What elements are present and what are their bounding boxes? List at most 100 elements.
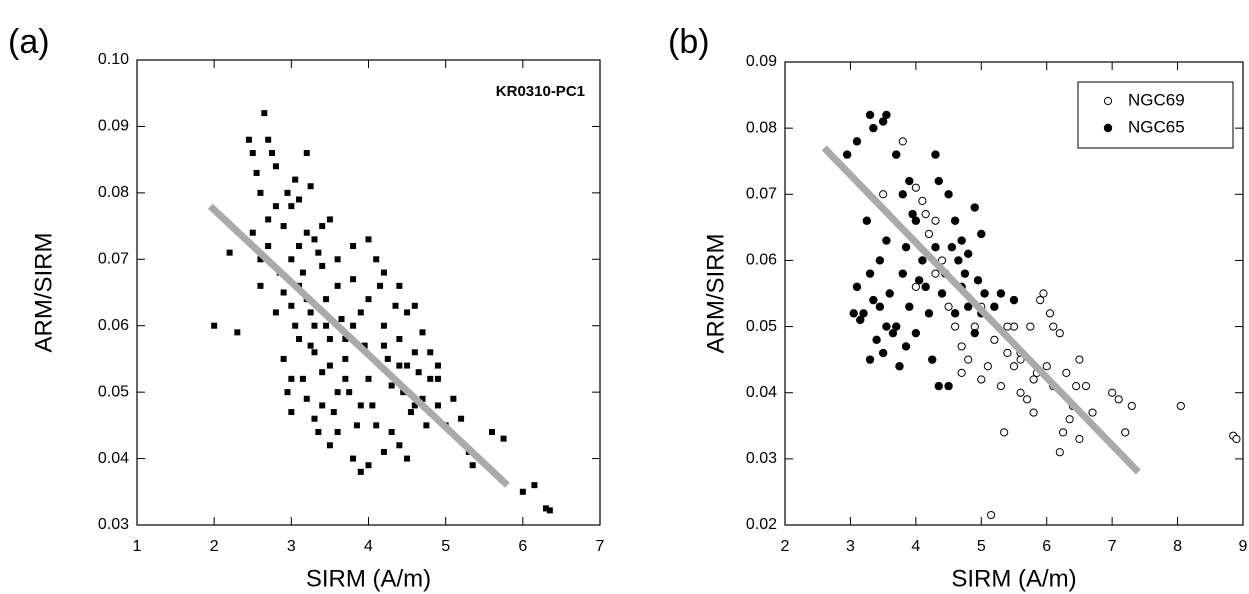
data-point — [842, 150, 852, 159]
data-point — [852, 137, 862, 146]
data-point — [944, 302, 953, 311]
x-tick-label: 4 — [911, 538, 920, 555]
data-point — [342, 336, 349, 342]
data-point — [458, 415, 465, 422]
data-point — [323, 296, 330, 303]
data-point — [977, 375, 986, 384]
y-tick-label: 0.06 — [98, 317, 129, 334]
data-point — [380, 269, 387, 276]
data-point — [342, 375, 349, 382]
plot-frame — [136, 59, 601, 526]
data-point — [411, 302, 418, 309]
data-point — [898, 137, 907, 146]
annotation: KR0310-PC1 — [496, 83, 585, 100]
data-point — [931, 150, 940, 159]
data-point — [944, 190, 953, 199]
data-point — [346, 389, 353, 396]
data-point — [365, 462, 372, 469]
data-point — [269, 150, 276, 156]
data-point — [265, 243, 272, 249]
data-point — [1072, 382, 1081, 391]
data-point — [888, 328, 898, 338]
data-point — [404, 309, 411, 316]
data-point — [411, 402, 418, 409]
x-tick-label: 6 — [1042, 538, 1051, 555]
y-tick-label: 0.03 — [746, 450, 777, 467]
data-point — [1045, 309, 1055, 318]
data-point — [1065, 415, 1074, 424]
data-point — [928, 355, 937, 364]
data-point — [377, 282, 384, 289]
legend-box — [1077, 81, 1234, 149]
data-point — [865, 110, 875, 120]
data-point — [885, 289, 894, 298]
data-point — [1016, 355, 1025, 364]
data-point — [350, 455, 357, 462]
data-point — [261, 110, 268, 117]
data-point — [921, 210, 930, 219]
data-point — [892, 150, 901, 159]
x-tick-label: 3 — [846, 538, 855, 555]
data-point — [296, 243, 303, 249]
data-point — [415, 369, 422, 376]
data-point — [272, 203, 279, 210]
data-point — [1039, 289, 1048, 298]
data-point — [411, 349, 418, 356]
data-point — [388, 429, 395, 435]
data-point — [288, 375, 295, 382]
data-point — [311, 236, 318, 243]
data-point — [380, 448, 387, 455]
y-tick-label: 0.05 — [98, 383, 129, 400]
x-tick-label: 5 — [977, 538, 986, 555]
data-point — [987, 510, 996, 520]
data-point — [970, 328, 979, 338]
data-point — [326, 362, 333, 369]
y-tick-label: 0.08 — [98, 184, 129, 201]
data-point — [350, 322, 357, 329]
data-point — [315, 429, 322, 435]
data-point — [973, 276, 983, 285]
data-point — [879, 190, 888, 199]
data-point — [380, 322, 387, 329]
data-point — [404, 362, 411, 369]
data-point — [288, 256, 295, 263]
data-point — [1049, 322, 1058, 331]
data-point — [921, 282, 930, 292]
data-point — [280, 355, 287, 362]
data-point — [964, 355, 973, 364]
data-point — [365, 296, 372, 303]
data-point — [319, 223, 326, 230]
data-point — [951, 322, 960, 331]
data-point — [326, 442, 333, 449]
data-point — [284, 389, 291, 396]
data-point — [960, 269, 970, 278]
legend-marker — [1103, 96, 1113, 106]
x-axis-label: SIRM (A/m) — [951, 565, 1076, 592]
data-point — [342, 355, 349, 362]
data-point — [911, 328, 921, 338]
data-point — [419, 395, 426, 402]
data-point — [434, 375, 441, 382]
data-point — [353, 422, 360, 429]
data-point — [931, 243, 940, 252]
data-point — [1029, 408, 1038, 417]
data-point — [280, 223, 287, 230]
data-point — [396, 362, 403, 369]
data-point — [895, 362, 904, 371]
data-point — [500, 435, 507, 442]
data-point — [373, 422, 380, 429]
data-point — [908, 209, 917, 219]
data-point — [423, 422, 430, 429]
data-point — [957, 342, 966, 351]
data-point — [931, 216, 940, 225]
data-point — [311, 322, 318, 329]
data-point — [249, 229, 256, 236]
data-point — [284, 189, 291, 196]
data-point — [937, 289, 947, 298]
data-point — [849, 309, 858, 318]
data-point — [1058, 428, 1068, 437]
data-point — [450, 395, 457, 402]
data-point — [338, 316, 345, 323]
data-point — [326, 336, 333, 342]
